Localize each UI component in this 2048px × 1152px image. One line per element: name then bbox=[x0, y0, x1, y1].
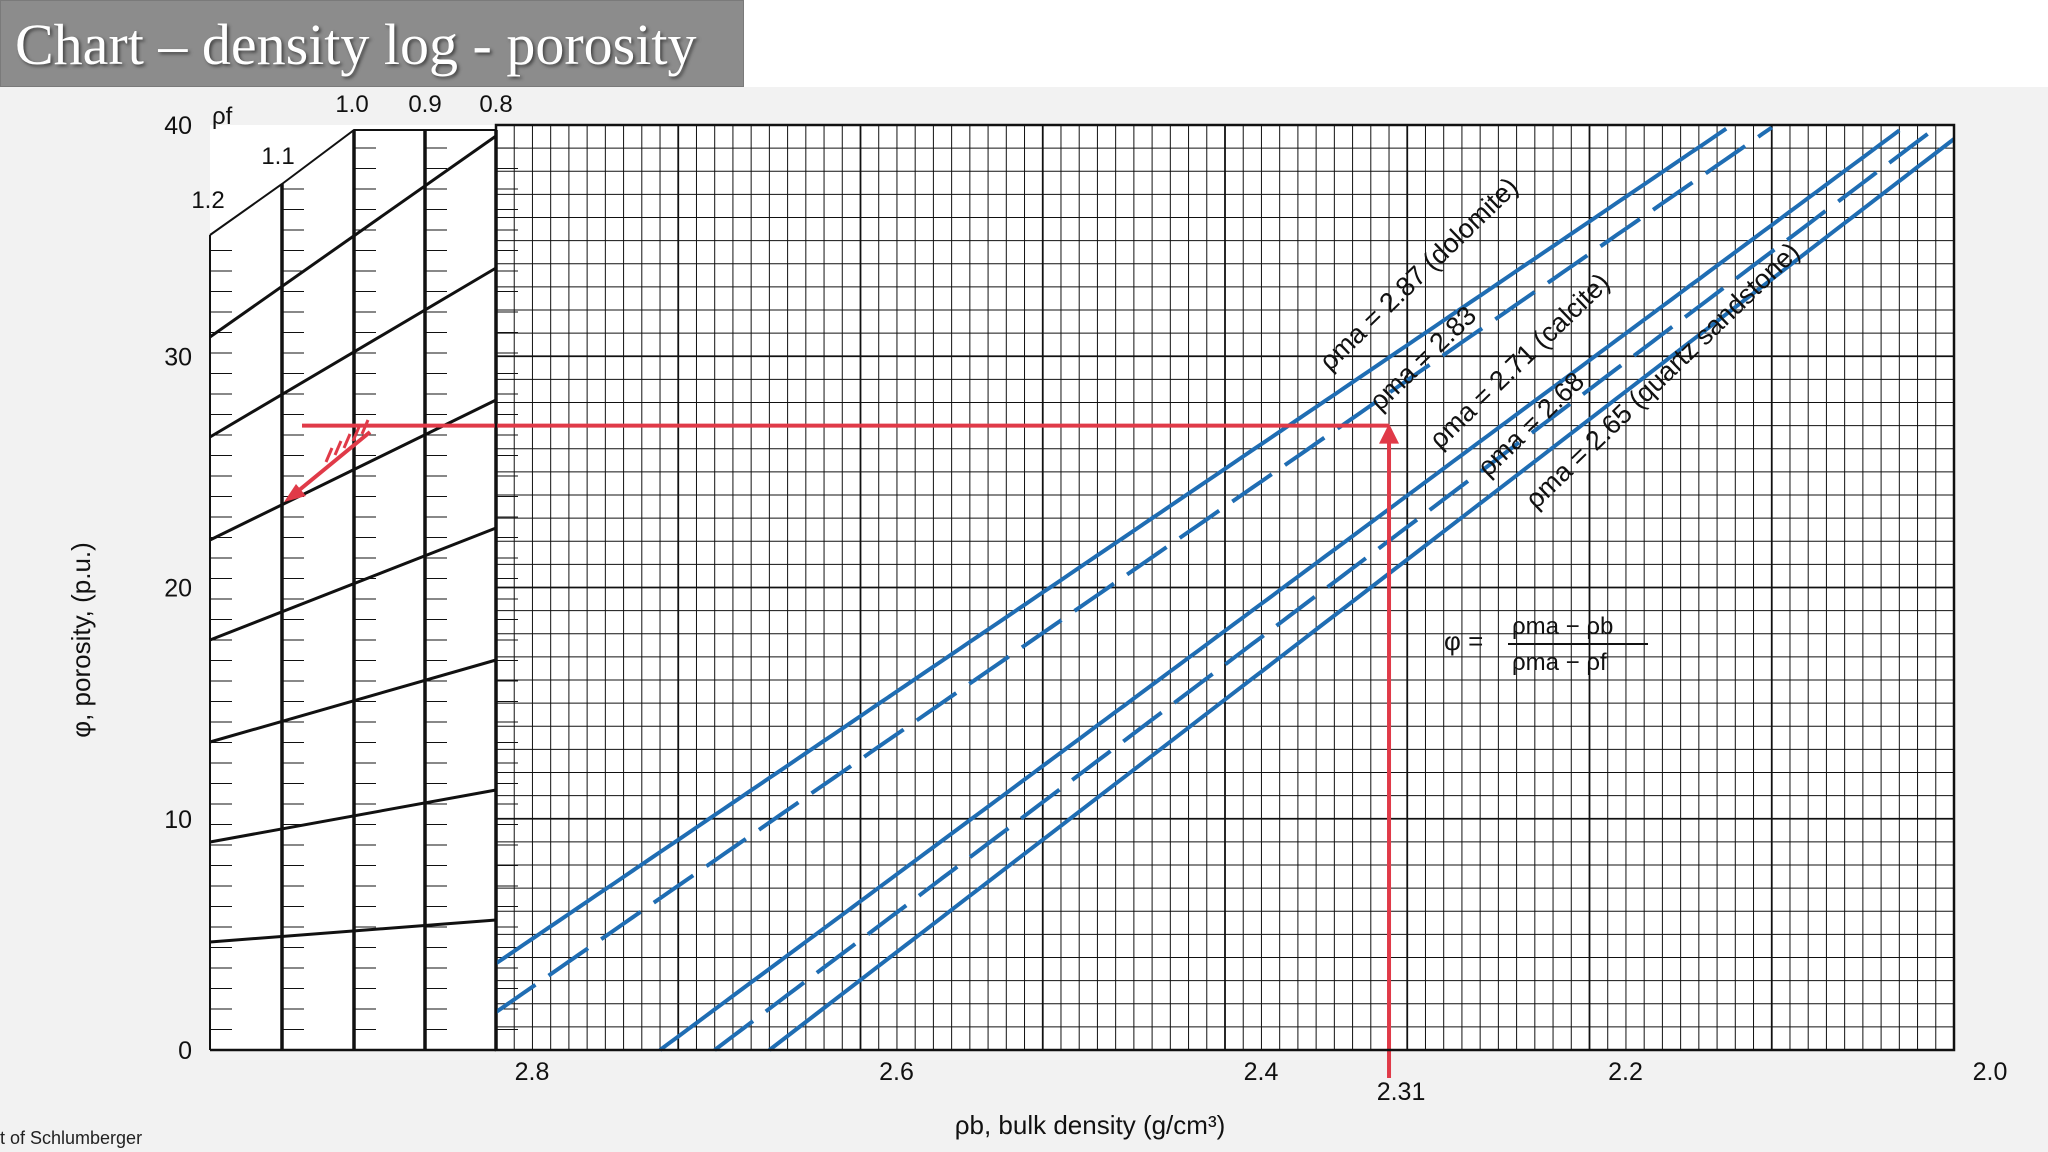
x-tick-label: 2.0 bbox=[1973, 1058, 2008, 1086]
plot-frame bbox=[494, 123, 1956, 1052]
y-axis-label: φ, porosity, (p.u.) bbox=[66, 542, 96, 738]
x-tick-label: 2.8 bbox=[515, 1058, 550, 1086]
image-credit: t of Schlumberger bbox=[0, 1128, 143, 1148]
porosity-fan-line bbox=[209, 526, 497, 642]
example-arrow-feather bbox=[333, 440, 343, 456]
y-tick-label: 20 bbox=[164, 575, 192, 603]
example-arrowhead-diagonal bbox=[284, 484, 306, 502]
matrix-line bbox=[494, 125, 1773, 1014]
y-tick-label: 10 bbox=[164, 806, 192, 834]
example-arrow-feather bbox=[351, 426, 361, 442]
example-arrow-feather bbox=[324, 447, 334, 463]
slide-title: Chart – density log - porosity bbox=[15, 12, 697, 77]
example-path bbox=[284, 419, 1400, 1078]
fluid-density-label: 1.0 bbox=[335, 91, 368, 118]
title-bar: Chart – density log - porosity bbox=[0, 0, 744, 87]
example-arrow-feather bbox=[342, 433, 352, 449]
example-density-label: 2.31 bbox=[1377, 1078, 1426, 1106]
porosity-fan-line bbox=[209, 266, 497, 439]
matrix-line bbox=[494, 127, 1728, 966]
x-tick-label: 2.2 bbox=[1608, 1058, 1643, 1086]
x-axis-label: ρb, bulk density (g/cm³) bbox=[955, 1110, 1226, 1140]
matrix-line bbox=[768, 137, 1956, 1052]
example-arrowhead-up bbox=[1379, 423, 1400, 444]
example-diagonal-arrow bbox=[290, 430, 372, 498]
fluid-density-label: 1.2 bbox=[191, 187, 224, 214]
y-tick-label: 40 bbox=[164, 112, 192, 140]
y-tick-label: 30 bbox=[164, 343, 192, 371]
formula-lhs: φ = bbox=[1444, 626, 1483, 656]
fluid-density-label: 1.1 bbox=[261, 143, 294, 170]
porosity-fan-line bbox=[209, 918, 497, 944]
y-tick-label: 0 bbox=[178, 1037, 192, 1065]
matrix-line bbox=[658, 128, 1901, 1052]
formula-denominator: ρma − ρf bbox=[1512, 649, 1607, 676]
example-arrow-feather bbox=[360, 419, 370, 435]
porosity-fan-line bbox=[209, 398, 497, 542]
x-tick-label: 2.6 bbox=[879, 1058, 914, 1086]
fluid-density-label: 0.9 bbox=[408, 91, 441, 118]
fluid-density-label: 0.8 bbox=[479, 91, 512, 118]
porosity-fan-line bbox=[209, 134, 497, 339]
formula-numerator: ρma − ρb bbox=[1512, 613, 1613, 640]
matrix-lines bbox=[494, 125, 1956, 1052]
porosity-formula: φ = ρma − ρb ρma − ρf bbox=[1444, 613, 1648, 676]
x-tick-label: 2.4 bbox=[1244, 1058, 1279, 1086]
porosity-fan-line bbox=[209, 788, 497, 844]
porosity-fan-line bbox=[209, 658, 497, 744]
top-strip bbox=[744, 0, 2048, 87]
tick-labels: 2.8 2.6 2.4 2.2 2.0 0 10 20 30 40 2.31 ρf 1.2 1.1 1.0 0… bbox=[164, 91, 2007, 1106]
nomograph-title: ρf bbox=[212, 103, 233, 130]
